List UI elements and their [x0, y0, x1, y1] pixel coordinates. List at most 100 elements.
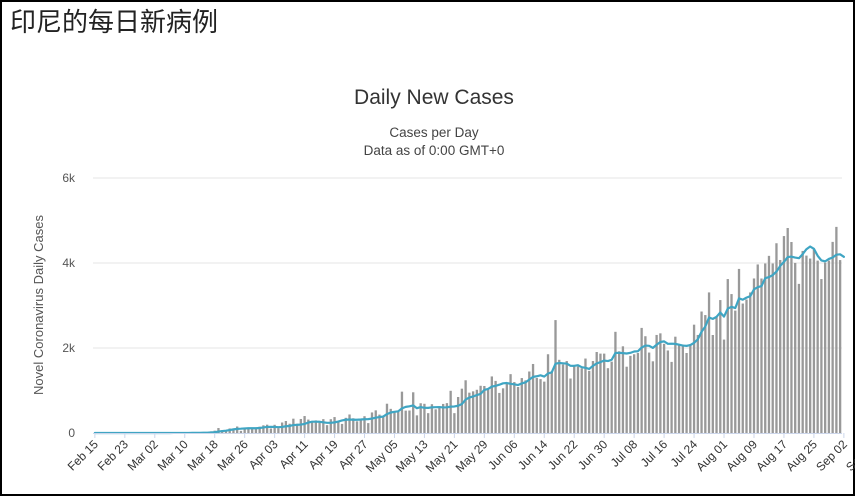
- daily-cases-bar: [310, 421, 314, 433]
- page-heading: 印尼的每日新病例: [10, 8, 219, 38]
- daily-cases-bar: [382, 416, 385, 433]
- daily-cases-bar: [232, 428, 235, 433]
- daily-cases-bar: [565, 361, 568, 433]
- daily-cases-bar: [584, 358, 587, 433]
- daily-cases-bar: [554, 320, 557, 433]
- x-tick-label: Jun 30: [575, 437, 611, 473]
- daily-cases-bar: [456, 397, 460, 433]
- daily-cases-bar: [621, 346, 625, 433]
- daily-cases-bar: [730, 294, 733, 433]
- daily-cases-bar: [689, 344, 692, 433]
- daily-cases-bar: [812, 249, 816, 433]
- daily-cases-bar: [412, 392, 415, 433]
- daily-cases-bar: [603, 353, 606, 433]
- daily-cases-bar: [797, 283, 801, 433]
- daily-cases-bar: [262, 425, 265, 433]
- daily-cases-bar: [580, 368, 583, 433]
- daily-cases-bar: [475, 389, 479, 433]
- daily-cases-bar: [337, 420, 340, 433]
- daily-cases-bar: [809, 258, 812, 433]
- x-tick-label: May 13: [393, 437, 431, 475]
- daily-cases-bar: [318, 420, 321, 433]
- daily-cases-bar: [591, 361, 595, 433]
- daily-cases-bar: [640, 327, 643, 433]
- daily-cases-bar: [501, 388, 505, 433]
- daily-cases-bar: [254, 428, 258, 433]
- daily-cases-bar: [370, 412, 374, 433]
- daily-cases-bar: [486, 389, 490, 433]
- daily-cases-bar: [569, 378, 572, 433]
- daily-cases-bar: [404, 410, 407, 433]
- daily-cases-bar: [711, 335, 714, 433]
- daily-cases-bar: [367, 423, 370, 433]
- daily-cases-bar: [329, 419, 332, 433]
- daily-cases-bar: [516, 387, 520, 433]
- daily-cases-bar: [588, 370, 591, 433]
- x-tick-label: Mar 26: [214, 437, 251, 474]
- x-tick-label: Jun 14: [515, 437, 551, 473]
- daily-cases-bar: [393, 412, 396, 433]
- daily-cases-bar: [483, 386, 486, 433]
- x-tick-label: Aug 09: [723, 437, 760, 474]
- daily-cases-bar: [299, 418, 303, 433]
- daily-cases-bar: [681, 344, 684, 433]
- daily-cases-bar: [782, 236, 786, 433]
- daily-cases-bar: [666, 350, 670, 433]
- daily-cases-bar: [344, 417, 347, 433]
- daily-cases-bar: [790, 242, 793, 433]
- daily-cases-bar: [543, 381, 546, 433]
- daily-cases-bar: [247, 427, 250, 433]
- daily-cases-bar: [453, 413, 456, 433]
- daily-cases-bar: [756, 264, 759, 433]
- daily-cases-bar: [771, 263, 774, 433]
- daily-cases-bar: [524, 380, 527, 433]
- daily-cases-bar: [322, 419, 325, 433]
- daily-cases-bar: [468, 392, 471, 433]
- x-tick-label: Jun 22: [545, 437, 581, 473]
- x-tick-label: Apr 19: [306, 437, 341, 472]
- x-tick-label: Mar 02: [125, 437, 162, 474]
- daily-cases-bar: [734, 310, 737, 433]
- daily-cases-bar: [423, 403, 426, 433]
- daily-cases-bar: [704, 315, 707, 433]
- daily-cases-bar: [273, 424, 276, 433]
- x-tick-label: Sep 02: [813, 437, 850, 474]
- daily-cases-bar: [614, 331, 617, 433]
- daily-cases-bar: [442, 403, 445, 433]
- daily-cases-bar: [419, 403, 422, 433]
- daily-cases-bar: [460, 388, 464, 433]
- daily-cases-bar: [659, 333, 662, 433]
- daily-cases-bars: [153, 226, 842, 434]
- daily-cases-bar: [655, 334, 658, 433]
- daily-cases-bar: [700, 311, 703, 433]
- daily-cases-bar: [340, 423, 344, 433]
- daily-cases-bar: [629, 355, 632, 433]
- grid-lines: [93, 177, 842, 349]
- daily-cases-bar: [490, 376, 493, 433]
- daily-cases-bar: [314, 420, 317, 433]
- daily-cases-bar: [430, 404, 434, 433]
- daily-cases-bar: [464, 380, 467, 433]
- daily-cases-bar: [359, 418, 362, 433]
- daily-cases-bar: [269, 428, 273, 433]
- daily-cases-bar: [606, 368, 610, 433]
- daily-cases-bar: [692, 324, 696, 433]
- y-tick-label: 6k: [62, 171, 76, 185]
- daily-cases-bar: [546, 354, 550, 433]
- daily-cases-bar: [719, 300, 722, 433]
- daily-cases-bar: [258, 426, 261, 433]
- daily-cases-bar: [801, 250, 804, 433]
- daily-cases-bar: [427, 413, 430, 433]
- daily-cases-bar: [651, 361, 655, 433]
- daily-cases-bar: [677, 344, 681, 433]
- daily-cases-bar: [827, 260, 831, 433]
- daily-cases-bar: [325, 425, 329, 433]
- daily-cases-bar: [745, 299, 748, 433]
- daily-cases-bar: [415, 415, 419, 433]
- daily-cases-bar: [599, 353, 602, 433]
- daily-cases-bar: [835, 226, 838, 434]
- daily-cases-bar: [595, 352, 598, 433]
- x-tick-label: Jul 16: [638, 437, 671, 470]
- daily-cases-bar: [355, 421, 359, 433]
